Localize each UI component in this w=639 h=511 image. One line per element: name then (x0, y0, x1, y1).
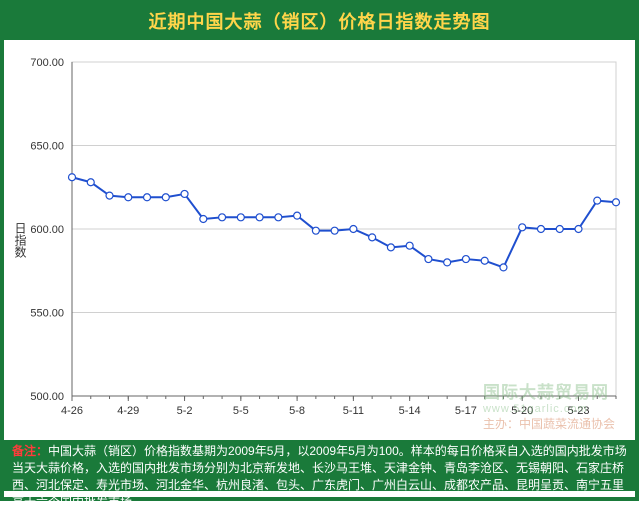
chart-title: 近期中国大蒜（销区）价格日指数走势图 (4, 4, 635, 40)
svg-text:5-11: 5-11 (343, 405, 364, 417)
svg-text:5-5: 5-5 (233, 405, 249, 417)
svg-text:5-23: 5-23 (567, 405, 589, 417)
svg-text:4-29: 4-29 (117, 405, 139, 417)
svg-text:5-2: 5-2 (177, 405, 193, 417)
svg-text:650.00: 650.00 (30, 141, 64, 153)
svg-text:5-8: 5-8 (289, 405, 305, 417)
line-chart: 500.00 550.00 600.00 650.00 700.00 4-26 4-29 5-… (4, 40, 635, 440)
chart-frame: 近期中国大蒜（销区）价格日指数走势图 500.00 550.00 600.00 650… (0, 0, 639, 501)
footer-label: 备注： (12, 444, 48, 458)
y-axis-label: 日指数 (12, 222, 29, 258)
svg-text:5-17: 5-17 (455, 405, 477, 417)
svg-text:5-14: 5-14 (399, 405, 421, 417)
svg-text:550.00: 550.00 (30, 308, 64, 320)
chart-area: 500.00 550.00 600.00 650.00 700.00 4-26 4-29 5-… (4, 40, 635, 440)
svg-text:600.00: 600.00 (30, 224, 64, 236)
svg-text:5-20: 5-20 (511, 405, 533, 417)
footer-note: 备注：中国大蒜（销区）价格指数基期为2009年5月，以2009年5月为100。样… (4, 440, 635, 491)
svg-text:500.00: 500.00 (30, 391, 64, 403)
svg-text:4-26: 4-26 (61, 405, 83, 417)
footer-text: 中国大蒜（销区）价格指数基期为2009年5月，以2009年5月为100。样本的每… (12, 444, 627, 509)
svg-text:700.00: 700.00 (30, 57, 64, 69)
